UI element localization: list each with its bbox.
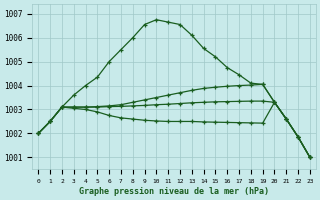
- X-axis label: Graphe pression niveau de la mer (hPa): Graphe pression niveau de la mer (hPa): [79, 187, 269, 196]
